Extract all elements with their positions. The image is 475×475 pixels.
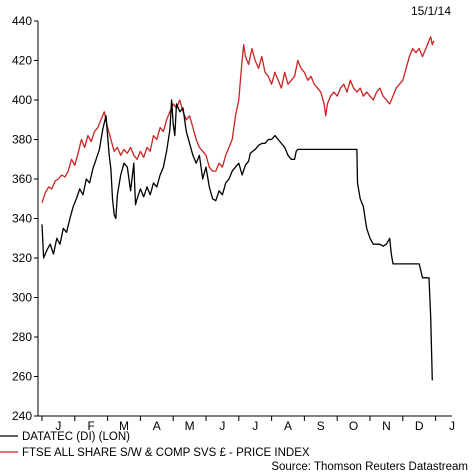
y-tick-label: 240 <box>12 409 32 423</box>
y-tick-label: 360 <box>12 172 32 186</box>
plot-lines <box>41 36 435 381</box>
x-tick-label: M <box>185 419 195 433</box>
x-tick-label: F <box>88 419 95 433</box>
y-tick-label: 320 <box>12 251 32 265</box>
y-tick-label: 420 <box>12 54 32 68</box>
x-tick-label: N <box>382 419 391 433</box>
x-tick-label: J <box>55 419 61 433</box>
source-label: Source: Thomson Reuters Datastream <box>271 461 468 473</box>
x-tick-label: O <box>349 419 358 433</box>
series-line-ftse <box>41 36 435 203</box>
x-tick-label: J <box>449 419 455 433</box>
y-tick-label: 380 <box>12 133 32 147</box>
x-tick-label: D <box>415 419 424 433</box>
x-tick-label: S <box>317 419 325 433</box>
legend-label-datatec: DATATEC (DI) (LON) <box>22 431 130 443</box>
y-tick-label: 340 <box>12 212 32 226</box>
legend: DATATEC (DI) (LON) FTSE ALL SHARE S/W & … <box>0 431 310 459</box>
x-tick-label: J <box>219 419 225 433</box>
y-tick-label: 260 <box>12 370 32 384</box>
y-tick-label: 280 <box>12 330 32 344</box>
y-axis: 240 260 280 300 320 340 360 380 400 420 440 <box>12 14 39 423</box>
y-tick-label: 300 <box>12 291 32 305</box>
legend-label-ftse: FTSE ALL SHARE S/W & COMP SVS £ - PRICE … <box>22 447 310 459</box>
x-tick-label: A <box>284 419 292 433</box>
x-tick-label: J <box>252 419 258 433</box>
x-tick-label: A <box>153 419 161 433</box>
series-line-datatec <box>41 99 433 381</box>
y-tick-label: 440 <box>12 14 32 28</box>
x-tick-label: M <box>119 419 129 433</box>
date-label: 15/1/14 <box>411 4 451 18</box>
y-tick-label: 400 <box>12 93 32 107</box>
